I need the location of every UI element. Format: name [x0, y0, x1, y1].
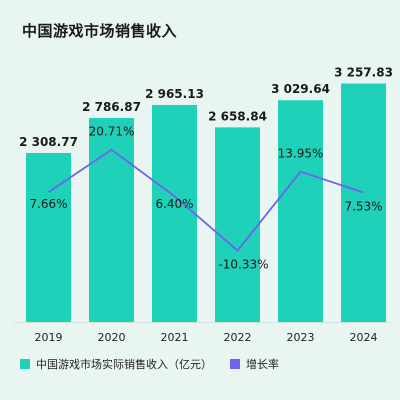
bar-value-label-2021: 2 965.13: [145, 87, 204, 101]
bar-value-label-2023: 3 029.64: [271, 82, 330, 96]
legend-label-growth: 增长率: [246, 358, 279, 371]
growth-label-2021: 6.40%: [155, 197, 193, 211]
legend-swatch-revenue: [20, 359, 30, 369]
growth-label-2019: 7.66%: [29, 197, 67, 211]
bar-2024: [341, 83, 386, 322]
x-tick-label-2023: 2023: [287, 331, 315, 344]
bar-2023: [278, 100, 323, 323]
x-tick-label-2019: 2019: [35, 331, 63, 344]
bar-value-label-2020: 2 786.87: [82, 100, 141, 114]
growth-label-2023: 13.95%: [278, 147, 324, 161]
chart-title: 中国游戏市场销售收入: [22, 22, 178, 40]
growth-label-2020: 20.71%: [89, 125, 135, 139]
bar-2019: [26, 152, 71, 322]
legend-item-revenue: 中国游戏市场实际销售收入（亿元）: [20, 356, 212, 372]
legend-label-revenue: 中国游戏市场实际销售收入（亿元）: [36, 358, 212, 371]
legend: 中国游戏市场实际销售收入（亿元） 增长率: [20, 356, 297, 372]
bar-2021: [152, 104, 197, 322]
x-tick-label-2022: 2022: [224, 331, 252, 344]
x-tick-label-2021: 2021: [161, 331, 189, 344]
growth-label-2022: -10.33%: [218, 258, 268, 272]
legend-swatch-growth: [230, 359, 240, 369]
bar-value-label-2022: 2 658.84: [208, 109, 267, 123]
growth-label-2024: 7.53%: [344, 200, 382, 214]
bar-2022: [215, 127, 260, 322]
legend-item-growth: 增长率: [230, 356, 279, 372]
bar-2020: [89, 118, 134, 322]
growth-line: [47, 148, 364, 252]
x-tick-label-2020: 2020: [98, 331, 126, 344]
x-tick-label-2024: 2024: [350, 331, 378, 344]
bar-value-label-2019: 2 308.77: [19, 135, 78, 149]
bar-value-label-2024: 3 257.83: [334, 66, 393, 80]
